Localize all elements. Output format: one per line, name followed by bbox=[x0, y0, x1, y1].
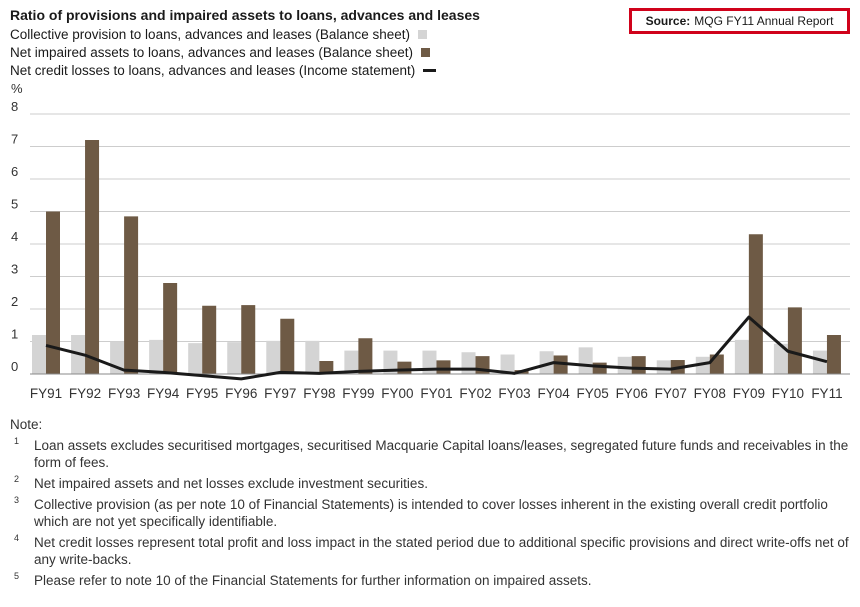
note-item: 4 Net credit losses represent total profi… bbox=[10, 533, 850, 568]
bar-net-impaired bbox=[85, 140, 100, 374]
y-tick-label: 5 bbox=[11, 197, 18, 212]
y-tick-label: 4 bbox=[11, 229, 18, 244]
note-item: 3 Collective provision (as per note 10 of… bbox=[10, 495, 850, 530]
x-tick-label: FY95 bbox=[186, 386, 218, 401]
bar-net-impaired bbox=[124, 216, 139, 374]
legend-label: Collective provision to loans, advances … bbox=[10, 26, 410, 42]
source-box: Source: MQG FY11 Annual Report bbox=[629, 8, 850, 34]
x-tick-label: FY08 bbox=[694, 386, 726, 401]
x-tick-label: FY09 bbox=[733, 386, 765, 401]
bar-net-impaired bbox=[787, 307, 802, 374]
bar-collective-provision bbox=[344, 350, 359, 374]
bar-collective-provision bbox=[500, 354, 515, 374]
bar-collective-provision bbox=[305, 340, 320, 374]
x-tick-label: FY05 bbox=[577, 386, 609, 401]
legend-item-collective: Collective provision to loans, advances … bbox=[10, 25, 436, 43]
bar-collective-provision bbox=[383, 350, 398, 374]
chart-title: Ratio of provisions and impaired assets … bbox=[10, 7, 480, 23]
legend: Collective provision to loans, advances … bbox=[10, 25, 437, 79]
bar-net-impaired bbox=[631, 356, 646, 374]
x-tick-label: FY97 bbox=[264, 386, 296, 401]
bar-collective-provision bbox=[773, 343, 788, 374]
x-tick-label: FY99 bbox=[342, 386, 374, 401]
legend-label: Net impaired assets to loans, advances a… bbox=[10, 44, 413, 60]
y-tick-label: 6 bbox=[11, 164, 18, 179]
note-number: 5 bbox=[14, 571, 20, 581]
bar-net-impaired bbox=[397, 361, 412, 374]
bar-net-impaired bbox=[241, 305, 256, 374]
note-item: 2 Net impaired assets and net losses excl… bbox=[10, 474, 850, 492]
x-tick-label: FY10 bbox=[772, 386, 804, 401]
bar-collective-provision bbox=[578, 347, 593, 374]
bar-collective-provision bbox=[812, 350, 827, 374]
y-tick-label: 3 bbox=[11, 262, 18, 277]
bar-collective-provision bbox=[149, 339, 164, 374]
bar-collective-provision bbox=[188, 343, 203, 374]
note-item: 5 Please refer to note 10 of the Financia… bbox=[10, 571, 850, 589]
y-tick-label: 1 bbox=[11, 327, 18, 342]
bar-collective-provision bbox=[227, 342, 242, 374]
y-tick-label: 7 bbox=[11, 132, 18, 147]
legend-item-credit-losses: Net credit losses to loans, advances and… bbox=[10, 61, 437, 79]
x-tick-label: FY11 bbox=[811, 386, 842, 401]
note-text: Collective provision (as per note 10 of … bbox=[34, 497, 828, 529]
bar-net-impaired bbox=[280, 318, 295, 374]
note-item: 1 Loan assets excludes securitised mortga… bbox=[10, 436, 850, 471]
note-number: 2 bbox=[14, 474, 20, 484]
x-tick-label: FY94 bbox=[147, 386, 180, 401]
x-tick-label: FY03 bbox=[498, 386, 530, 401]
bar-collective-provision bbox=[617, 356, 632, 374]
bar-net-impaired bbox=[202, 305, 217, 374]
bar-net-impaired bbox=[553, 355, 568, 374]
bar-collective-provision bbox=[32, 335, 46, 374]
bar-net-impaired bbox=[436, 360, 451, 374]
bar-net-impaired bbox=[592, 362, 607, 374]
note-text: Loan assets excludes securitised mortgag… bbox=[34, 438, 849, 470]
x-tick-label: FY98 bbox=[303, 386, 335, 401]
bar-net-impaired bbox=[748, 234, 763, 374]
bar-net-impaired bbox=[709, 354, 724, 374]
bar-net-impaired bbox=[319, 361, 334, 374]
note-text: Net impaired assets and net losses exclu… bbox=[34, 476, 428, 491]
legend-label: Net credit losses to loans, advances and… bbox=[10, 62, 416, 78]
x-tick-label: FY06 bbox=[616, 386, 648, 401]
x-tick-label: FY00 bbox=[381, 386, 413, 401]
y-tick-label: 0 bbox=[11, 359, 18, 374]
bar-collective-provision bbox=[461, 352, 476, 374]
bar-net-impaired bbox=[358, 338, 373, 374]
bar-collective-provision bbox=[695, 356, 710, 374]
bar-collective-provision bbox=[539, 351, 554, 374]
note-text: Net credit losses represent total profit… bbox=[34, 535, 849, 567]
note-number: 3 bbox=[14, 495, 20, 505]
x-tick-label: FY96 bbox=[225, 386, 257, 401]
bar-collective-provision bbox=[734, 339, 749, 374]
legend-item-net-impaired: Net impaired assets to loans, advances a… bbox=[10, 43, 436, 61]
bar-collective-provision bbox=[656, 360, 671, 374]
x-tick-label: FY04 bbox=[537, 386, 570, 401]
x-tick-label: FY07 bbox=[655, 386, 687, 401]
note-number: 1 bbox=[14, 436, 20, 446]
source-label: Source: bbox=[645, 14, 691, 28]
bar-collective-provision bbox=[266, 340, 281, 374]
bar-net-impaired bbox=[163, 283, 178, 374]
legend-swatch-net-impaired bbox=[420, 47, 430, 57]
x-tick-label: FY91 bbox=[30, 386, 62, 401]
x-tick-label: FY01 bbox=[420, 386, 452, 401]
y-tick-label: 8 bbox=[11, 99, 18, 114]
note-number: 4 bbox=[14, 533, 20, 543]
legend-swatch-collective bbox=[417, 29, 427, 39]
bar-net-impaired bbox=[46, 211, 60, 374]
x-tick-label: FY93 bbox=[108, 386, 140, 401]
x-tick-label: FY92 bbox=[69, 386, 101, 401]
y-axis-unit-label: % bbox=[11, 81, 23, 96]
bar-net-impaired bbox=[826, 335, 841, 374]
notes: Note: 1 Loan assets excludes securitised … bbox=[10, 416, 850, 593]
note-text: Please refer to note 10 of the Financial… bbox=[34, 573, 592, 588]
legend-swatch-credit-losses bbox=[423, 68, 437, 72]
x-tick-label: FY02 bbox=[459, 386, 491, 401]
source-text: MQG FY11 Annual Report bbox=[694, 14, 834, 28]
notes-heading: Note: bbox=[10, 417, 43, 432]
y-tick-label: 2 bbox=[11, 294, 18, 309]
